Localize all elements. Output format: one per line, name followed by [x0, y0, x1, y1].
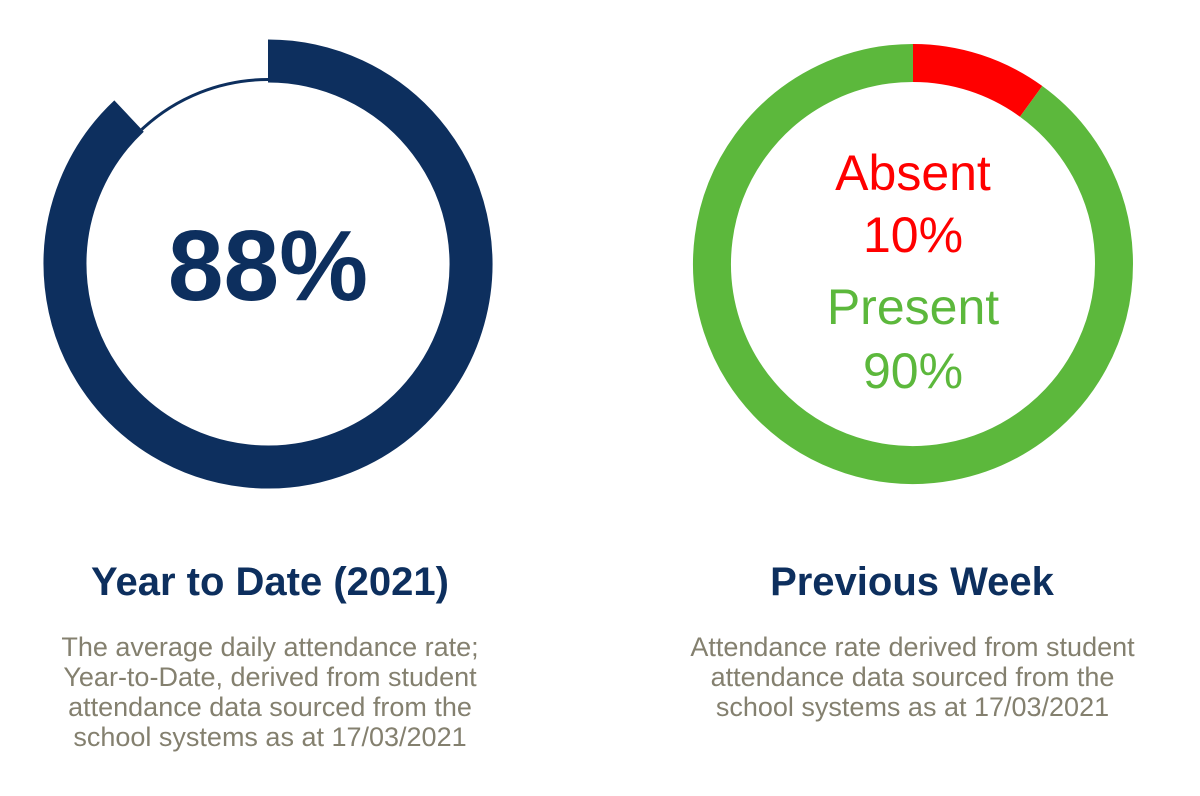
year-to-date-panel: 88% Year to Date (2021) The average dail…	[0, 39, 540, 752]
absent-value-label: 10%	[863, 207, 963, 263]
attendance-arc	[43, 39, 493, 489]
description-line: The average daily attendance rate;	[61, 632, 479, 662]
center-percentage-label: 88%	[168, 210, 368, 322]
present-slice	[692, 44, 1133, 484]
year-to-date-description: The average daily attendance rate; Year-…	[0, 632, 540, 752]
description-line: school systems as at 17/03/2021	[73, 722, 467, 752]
description-line: school systems as at 17/03/2021	[715, 692, 1110, 722]
absent-slice	[912, 44, 1043, 118]
absent-label: Absent	[835, 145, 991, 201]
previous-week-title: Previous Week	[770, 560, 1054, 604]
year-to-date-title: Year to Date (2021)	[91, 560, 449, 604]
previous-week-description: Attendance rate derived from student att…	[625, 632, 1200, 722]
description-line: Year-to-Date, derived from student	[63, 662, 477, 692]
previous-week-donut-chart: Absent 10% Present 90%	[692, 44, 1133, 484]
description-line: attendance data sourced from the	[710, 662, 1115, 692]
present-label: Present	[827, 279, 999, 335]
description-line: attendance data sourced from the	[68, 692, 472, 722]
description-line: Attendance rate derived from student	[690, 632, 1135, 662]
previous-week-panel: Absent 10% Present 90% Previous Week Attend…	[600, 0, 1200, 796]
remaining-arc	[140, 78, 269, 131]
year-to-date-donut-chart: 88%	[43, 39, 493, 489]
present-value-label: 90%	[863, 343, 963, 399]
